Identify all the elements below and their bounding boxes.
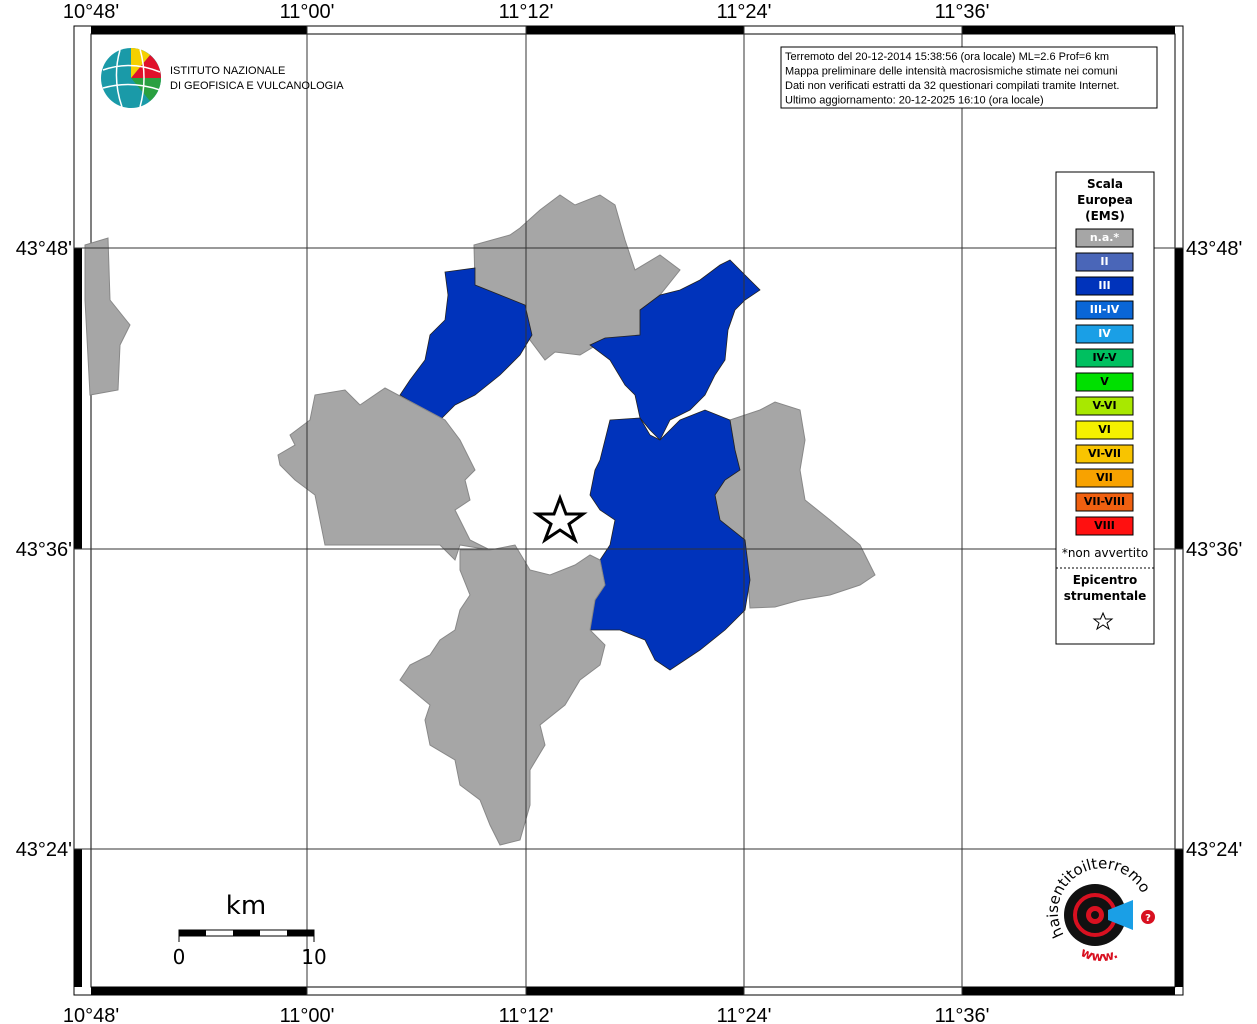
longitude-label: 11°36': [935, 1, 990, 23]
legend-label: V-VI: [1092, 399, 1116, 412]
info-line: Terremoto del 20-12-2014 15:38:56 (ora l…: [785, 51, 1109, 63]
epicenter-star: [532, 493, 588, 544]
legend-swatch: [1075, 492, 1134, 512]
legend-label: VI-VII: [1088, 447, 1121, 460]
municipality: [589, 259, 761, 441]
logo-text: DI GEOFISICA E VULCANOLOGIA: [170, 80, 344, 92]
graticule: [74, 26, 1183, 995]
latitude-label: 43°24': [1186, 839, 1242, 861]
logo-mark: ?: [1145, 913, 1151, 924]
latitude-label: 43°36': [1186, 539, 1242, 561]
info-lines: Terremoto del 20-12-2014 15:38:56 (ora l…: [785, 51, 1119, 107]
scale-bar: km 0 10: [173, 891, 327, 969]
legend-label: VIII: [1094, 519, 1115, 532]
legend-swatch: [1075, 396, 1134, 416]
legend-swatch: [1075, 420, 1134, 440]
logo-www-text: www.: [1078, 945, 1120, 965]
legend-label: IV: [1098, 327, 1111, 340]
latitude-label: 43°36': [16, 539, 72, 561]
longitude-label: 11°36': [935, 1005, 990, 1024]
longitude-label: 11°12': [499, 1, 554, 23]
legend-label: VII-VIII: [1084, 495, 1125, 508]
longitude-label: 11°00': [280, 1005, 335, 1024]
scale-label: 0: [173, 945, 186, 969]
legend-label: III-IV: [1090, 303, 1120, 316]
legend-label: V: [1100, 375, 1109, 388]
legend-swatch: [1075, 300, 1134, 320]
legend-label: VII: [1096, 471, 1113, 484]
legend-swatch: [1075, 372, 1134, 392]
legend-label: IV-V: [1092, 351, 1117, 364]
legend-swatch: [1075, 252, 1134, 272]
legend-label: VI: [1098, 423, 1111, 436]
longitude-label: 11°24': [717, 1, 772, 23]
latitude-label: 43°48': [16, 238, 72, 260]
legend-swatch: [1075, 324, 1134, 344]
legend-swatch: [1075, 276, 1134, 296]
municipality: [399, 267, 533, 421]
legend: ScalaEuropea(EMS)n.a.*IIIIIIII-IVIVIV-VV…: [1075, 177, 1134, 536]
logo-text: ISTITUTO NAZIONALE: [170, 65, 285, 77]
ingv-logo: ISTITUTO NAZIONALE DI GEOFISICA E VULCAN…: [101, 48, 344, 108]
longitude-label: 11°24': [717, 1005, 772, 1024]
municipality: [277, 387, 491, 561]
legend-label: n.a.*: [1090, 231, 1120, 244]
longitude-label: 11°12': [499, 1005, 554, 1024]
frame-bars: [74, 26, 1183, 995]
latitude-label: 43°48': [1186, 238, 1242, 260]
municipality: [399, 544, 606, 846]
legend-title: Scala: [1087, 177, 1123, 191]
municipality: [589, 409, 751, 671]
legend-epicenter: strumentale: [1064, 589, 1147, 603]
info-line: Mappa preliminare delle intensità macros…: [785, 66, 1118, 78]
longitude-label: 10°48': [63, 1, 119, 23]
legend-label: III: [1098, 279, 1110, 292]
longitude-label: 10°48': [63, 1005, 119, 1024]
legend-swatch: [1075, 468, 1134, 488]
legend-swatch: [1075, 444, 1134, 464]
logo-www: www.: [1078, 945, 1120, 965]
info-box: [780, 46, 1158, 109]
legend-label: II: [1100, 255, 1108, 268]
scale-label: 10: [301, 945, 326, 969]
legend-note: *non avvertito: [1062, 546, 1148, 560]
coordinate-labels: 10°48' 10°48' 11°00' 11°00' 11°12' 11°12' 11°2…: [16, 1, 1243, 1024]
scale-unit: km: [226, 891, 266, 921]
info-line: Ultimo aggiornamento: 20-12-2025 16:10 (…: [785, 95, 1044, 107]
info-line: Dati non verificati estratti da 32 quest…: [785, 80, 1119, 92]
municipality: [84, 237, 131, 396]
legend-swatch: [1075, 516, 1134, 536]
legend-swatch: [1075, 228, 1134, 248]
legend-star: [1092, 611, 1114, 631]
legend-swatch: [1075, 348, 1134, 368]
legend-title: Europea: [1077, 193, 1133, 207]
latitude-label: 43°24': [16, 839, 72, 861]
longitude-label: 11°00': [280, 1, 335, 23]
legend-epicenter: Epicentro: [1073, 573, 1138, 587]
municipalities: [84, 194, 876, 846]
legend-title: (EMS): [1085, 209, 1125, 223]
